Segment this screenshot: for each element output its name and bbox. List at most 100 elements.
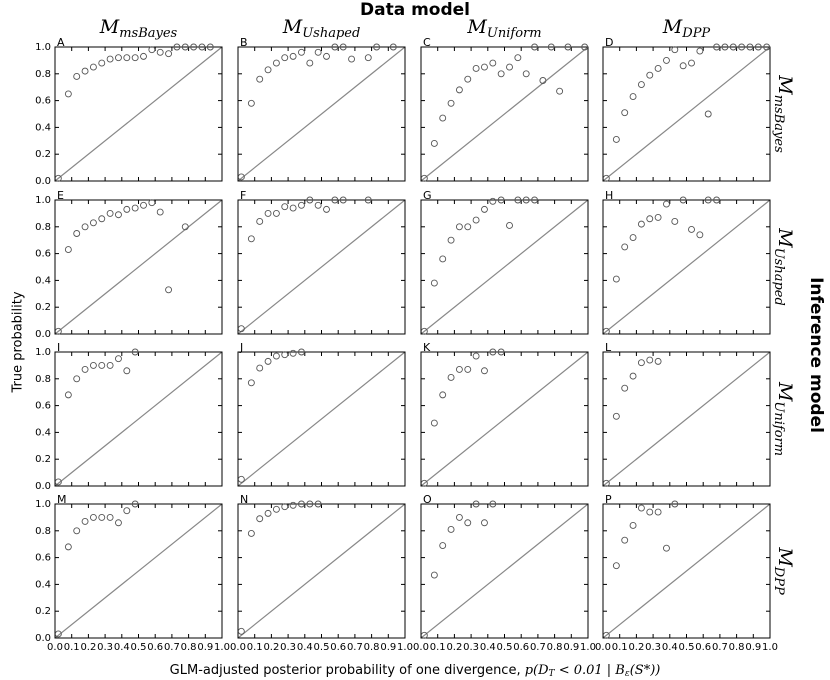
panel-label: A xyxy=(57,36,65,49)
y-tick-label: 0.2 xyxy=(35,454,51,465)
point xyxy=(298,348,305,356)
column-title: MUshaped xyxy=(282,16,361,41)
point xyxy=(612,136,620,143)
point xyxy=(621,536,629,544)
point xyxy=(264,209,272,217)
point xyxy=(704,110,712,118)
point xyxy=(602,174,610,182)
point xyxy=(646,508,654,516)
panel xyxy=(602,196,771,335)
row-title: MDPP xyxy=(772,546,797,595)
point xyxy=(89,513,97,521)
point xyxy=(131,54,139,62)
point xyxy=(115,355,122,363)
point xyxy=(298,500,305,508)
x-tick-label: 0.3 xyxy=(463,642,479,653)
point xyxy=(464,75,472,83)
panel-label: D xyxy=(605,36,613,49)
point xyxy=(522,70,530,78)
point xyxy=(289,501,297,509)
point xyxy=(64,246,72,254)
reference-diagonal xyxy=(420,503,589,639)
point xyxy=(556,87,564,95)
point xyxy=(497,348,505,356)
point xyxy=(654,357,662,365)
point xyxy=(637,81,645,88)
column-title: MUniform xyxy=(466,16,541,41)
math-main: M xyxy=(774,381,796,402)
x-tick-label: 1.0 xyxy=(762,642,778,653)
panel-label: N xyxy=(240,493,248,506)
math-main: M xyxy=(774,74,796,95)
point xyxy=(64,391,72,399)
x-tick-label: 1.0 xyxy=(214,642,230,653)
point xyxy=(131,348,139,356)
point xyxy=(81,223,89,231)
point xyxy=(663,544,670,552)
point xyxy=(654,508,662,516)
point xyxy=(679,196,687,204)
point xyxy=(455,223,463,231)
point xyxy=(629,372,637,380)
reference-diagonal xyxy=(602,351,771,487)
x-label-part: T xyxy=(549,669,556,679)
point xyxy=(637,220,645,228)
point xyxy=(420,174,428,182)
point xyxy=(81,67,89,75)
x-tick-label: 0.8 xyxy=(364,642,380,653)
reference-diagonal xyxy=(602,46,771,182)
point xyxy=(464,223,472,231)
point xyxy=(64,90,72,98)
point xyxy=(289,349,297,357)
panel-label: C xyxy=(423,36,431,49)
point xyxy=(581,43,589,51)
y-tick-label: 0.8 xyxy=(35,69,51,80)
point xyxy=(165,286,173,294)
point xyxy=(447,526,455,533)
point xyxy=(663,200,670,208)
row-group-title: Inference model xyxy=(806,277,826,433)
reference-diagonal xyxy=(54,199,223,335)
x-label-part: (S*)) xyxy=(630,663,661,678)
panel xyxy=(602,351,771,487)
math-main: M xyxy=(774,546,796,567)
reference-diagonal xyxy=(54,351,223,487)
point xyxy=(497,70,505,78)
x-tick-label: 0.3 xyxy=(645,642,661,653)
math-main: M xyxy=(774,227,796,248)
point xyxy=(115,211,122,219)
column-title: MDPP xyxy=(662,16,711,41)
point xyxy=(621,109,629,117)
x-tick-label: 0.0 xyxy=(595,642,611,653)
figure-title: Data model xyxy=(360,0,470,20)
math-sub: Ushaped xyxy=(302,26,360,41)
point xyxy=(522,196,530,204)
point xyxy=(81,517,89,525)
point xyxy=(73,230,81,237)
x-tick-label: 0.2 xyxy=(628,642,644,653)
point xyxy=(364,196,372,204)
math-sub: Uniform xyxy=(487,26,542,41)
point xyxy=(472,500,480,508)
point xyxy=(696,47,704,55)
point xyxy=(281,203,289,211)
point xyxy=(123,54,131,62)
point xyxy=(272,352,280,360)
point xyxy=(489,500,497,508)
point xyxy=(713,43,721,51)
math-main: M xyxy=(662,16,683,38)
point xyxy=(106,55,114,63)
point xyxy=(156,208,164,216)
point xyxy=(455,365,463,373)
point xyxy=(54,478,62,486)
point xyxy=(738,43,746,51)
panel-label: B xyxy=(240,36,248,49)
point xyxy=(89,219,97,227)
point xyxy=(264,66,272,74)
point xyxy=(264,509,272,517)
point xyxy=(314,500,322,508)
point xyxy=(156,48,164,56)
x-tick-label: 0.8 xyxy=(729,642,745,653)
y-tick-label: 0.0 xyxy=(35,329,51,340)
point xyxy=(247,530,255,537)
